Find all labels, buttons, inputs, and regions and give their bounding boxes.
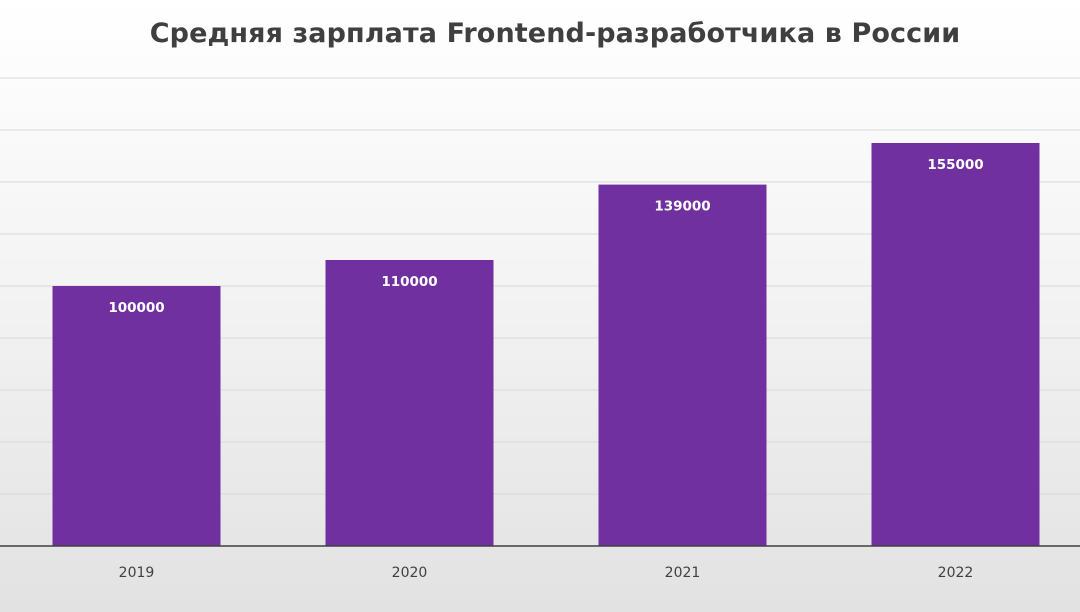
x-tick-2019: 2019 (119, 565, 155, 581)
data-label-2022: 155000 (927, 157, 983, 173)
data-label-2020: 110000 (381, 274, 437, 290)
x-tick-2021: 2021 (665, 565, 701, 581)
bar-2019 (52, 286, 221, 546)
bar-2021 (598, 184, 767, 546)
data-label-2019: 100000 (108, 300, 164, 316)
bar-2020 (325, 260, 494, 546)
bars (52, 143, 1040, 546)
x-tick-labels: 2019 2020 2021 2022 (119, 565, 974, 581)
data-labels: 100000 110000 139000 155000 (108, 157, 983, 316)
x-tick-2022: 2022 (938, 565, 974, 581)
chart-title: Средняя зарплата Frontend-разработчика в… (149, 18, 961, 49)
bar-2022 (871, 143, 1040, 546)
data-label-2021: 139000 (654, 199, 710, 215)
x-tick-2020: 2020 (392, 565, 428, 581)
